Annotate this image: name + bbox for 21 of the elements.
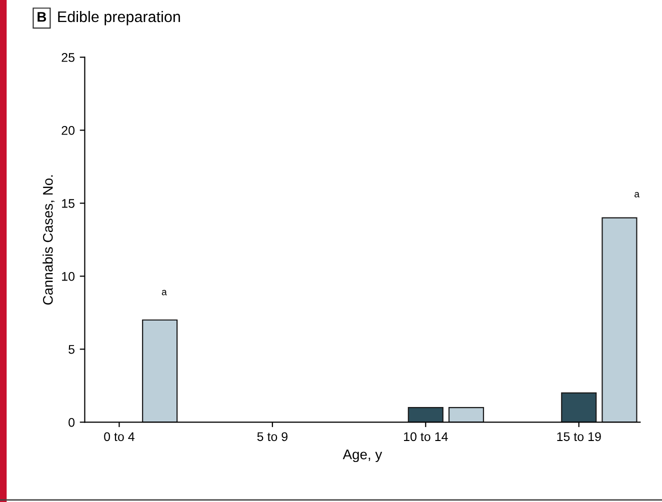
- annotation: a: [162, 290, 167, 296]
- y-axis-title: Cannabis Cases, No.: [42, 175, 54, 305]
- y-tick-label: 25: [62, 53, 74, 62]
- y-tick-label: 10: [62, 272, 75, 281]
- bar: [602, 217, 638, 422]
- y-tick-label: 5: [68, 345, 74, 354]
- chart-title: Edible preparation: [58, 10, 180, 26]
- y-tick-label: 15: [62, 199, 74, 208]
- y-tick-label: 0: [68, 418, 75, 427]
- bar: [448, 407, 484, 422]
- x-tick-label: 10 to 14: [404, 432, 448, 442]
- x-tick-label: 15 to 19: [557, 432, 601, 442]
- y-tick-label: 20: [62, 126, 75, 135]
- bar: [142, 319, 178, 422]
- bar: [408, 407, 444, 422]
- text: B: [38, 12, 46, 22]
- x-tick-label: 0 to 4: [104, 432, 134, 442]
- annotation: a: [634, 192, 640, 198]
- x-tick-label: 5 to 9: [257, 432, 288, 442]
- bar: [561, 392, 597, 422]
- x-axis-title: Age, y: [342, 450, 382, 462]
